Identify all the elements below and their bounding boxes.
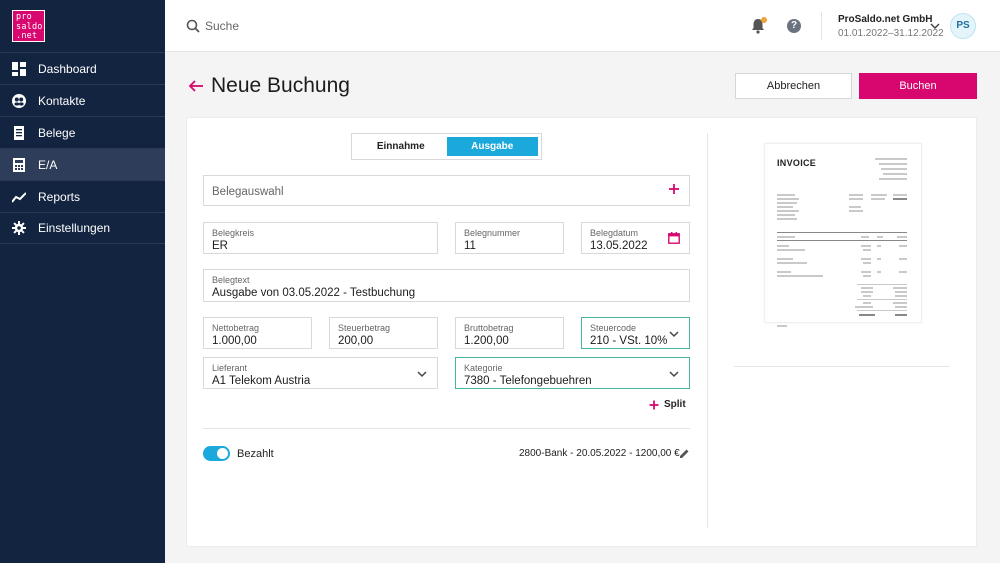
belegdatum-field[interactable]: Belegdatum 13.05.2022 <box>581 222 690 254</box>
plus-icon <box>649 400 659 409</box>
field-value: 200,00 <box>338 335 374 347</box>
logo-line: pro <box>16 12 32 22</box>
field-value: Ausgabe von 03.05.2022 - Testbuchung <box>212 287 416 299</box>
help-icon[interactable]: ? <box>787 19 801 33</box>
nettobetrag-field[interactable]: Nettobetrag 1.000,00 <box>203 317 312 349</box>
chevron-down-icon <box>669 371 679 378</box>
back-arrow-icon[interactable] <box>188 78 204 94</box>
top-bar: ? ProSaldo.net GmbH 01.01.2022–31.12.202… <box>165 0 1000 52</box>
field-label: Steuerbetrag <box>338 323 391 333</box>
sidebar-item-label: Einstellungen <box>38 221 111 235</box>
sidebar-item-label: E/A <box>38 157 58 172</box>
field-value: 13.05.2022 <box>590 240 648 252</box>
sidebar-item-belege[interactable]: Belege <box>0 116 165 148</box>
chart-icon <box>12 190 26 204</box>
type-toggle: Einnahme Ausgabe <box>351 133 542 160</box>
sidebar-item-label: Kontakte <box>38 93 86 108</box>
steuerbetrag-field[interactable]: Steuerbetrag 200,00 <box>329 317 438 349</box>
sidebar-nav: Dashboard Kontakte Belege E/A Reports <box>0 52 165 244</box>
divider <box>734 366 950 367</box>
payment-info: 2800-Bank - 20.05.2022 - 1200,00 € <box>519 448 680 459</box>
field-value: 1.200,00 <box>464 335 509 347</box>
toggle-einnahme[interactable]: Einnahme <box>355 137 447 156</box>
contacts-icon <box>12 93 26 108</box>
paid-toggle[interactable] <box>203 446 230 461</box>
chevron-down-icon <box>417 371 427 378</box>
company-name[interactable]: ProSaldo.net GmbH <box>838 14 933 25</box>
company-period: 01.01.2022–31.12.2022 <box>838 28 944 39</box>
field-value: 210 - VSt. 10% <box>590 335 668 347</box>
field-value: 11 <box>464 240 476 252</box>
belegauswahl-field[interactable]: Belegauswahl <box>203 175 690 206</box>
belegkreis-field[interactable]: Belegkreis ER <box>203 222 438 254</box>
sidebar-item-reports[interactable]: Reports <box>0 180 165 212</box>
lieferant-select[interactable]: Lieferant A1 Telekom Austria <box>203 357 438 389</box>
pencil-icon[interactable] <box>679 448 690 459</box>
steuercode-select[interactable]: Steuercode 210 - VSt. 10% <box>581 317 690 349</box>
avatar[interactable]: PS <box>950 13 976 39</box>
split-label: Split <box>664 399 686 410</box>
plus-icon[interactable] <box>668 183 680 195</box>
divider <box>707 133 708 528</box>
bruttobetrag-field[interactable]: Bruttobetrag 1.200,00 <box>455 317 564 349</box>
sidebar-item-dashboard[interactable]: Dashboard <box>0 52 165 84</box>
field-label: Kategorie <box>464 363 503 373</box>
field-value: ER <box>212 240 228 252</box>
field-label: Belegnummer <box>464 228 521 238</box>
sidebar: pro saldo .net Dashboard Kontakte Belege <box>0 0 165 563</box>
kategorie-select[interactable]: Kategorie 7380 - Telefongebuehren <box>455 357 690 389</box>
logo-line: saldo <box>16 21 43 32</box>
field-label: Nettobetrag <box>212 323 260 333</box>
chevron-down-icon <box>669 331 679 338</box>
split-button[interactable]: Split <box>649 399 686 410</box>
field-label: Lieferant <box>212 363 248 373</box>
page-title: Neue Buchung <box>211 74 350 97</box>
prosaldo-logo[interactable]: pro saldo .net <box>12 10 45 42</box>
field-label: Bruttobetrag <box>464 323 514 333</box>
field-label: Belegtext <box>212 275 250 285</box>
cancel-button[interactable]: Abbrechen <box>735 73 852 99</box>
field-value: A1 Telekom Austria <box>212 375 311 387</box>
calculator-icon <box>12 157 26 172</box>
invoice-preview[interactable]: INVOICE <box>764 143 922 327</box>
field-value: 1.000,00 <box>212 335 257 347</box>
field-value: 7380 - Telefongebuehren <box>464 375 592 387</box>
search-input[interactable] <box>205 17 405 35</box>
chevron-down-icon[interactable] <box>930 21 940 31</box>
sidebar-item-label: Dashboard <box>38 61 97 76</box>
submit-button[interactable]: Buchen <box>859 73 977 99</box>
belegnummer-field[interactable]: Belegnummer 11 <box>455 222 564 254</box>
field-label: Steuercode <box>590 323 637 333</box>
toggle-knob <box>217 448 228 459</box>
belegtext-field[interactable]: Belegtext Ausgabe von 03.05.2022 - Testb… <box>203 269 690 302</box>
search-icon[interactable] <box>186 19 200 33</box>
sidebar-item-label: Belege <box>38 125 76 140</box>
gear-icon <box>12 221 26 235</box>
sidebar-item-label: Reports <box>38 189 81 204</box>
sidebar-item-kontakte[interactable]: Kontakte <box>0 84 165 116</box>
divider <box>821 12 822 40</box>
toggle-ausgabe[interactable]: Ausgabe <box>446 137 538 156</box>
invoice-title: INVOICE <box>777 158 817 168</box>
paid-label: Bezahlt <box>237 448 274 460</box>
notification-dot <box>761 17 767 23</box>
sidebar-item-einstellungen[interactable]: Einstellungen <box>0 212 165 244</box>
field-label: Belegkreis <box>212 228 255 238</box>
divider <box>203 428 690 429</box>
belegauswahl-placeholder: Belegauswahl <box>212 186 284 198</box>
field-label: Belegdatum <box>590 228 639 238</box>
logo-line: .net <box>16 31 38 41</box>
calendar-icon[interactable] <box>668 232 680 244</box>
sidebar-item-ea[interactable]: E/A <box>0 148 165 180</box>
dashboard-icon <box>12 61 26 76</box>
document-icon <box>12 125 26 140</box>
